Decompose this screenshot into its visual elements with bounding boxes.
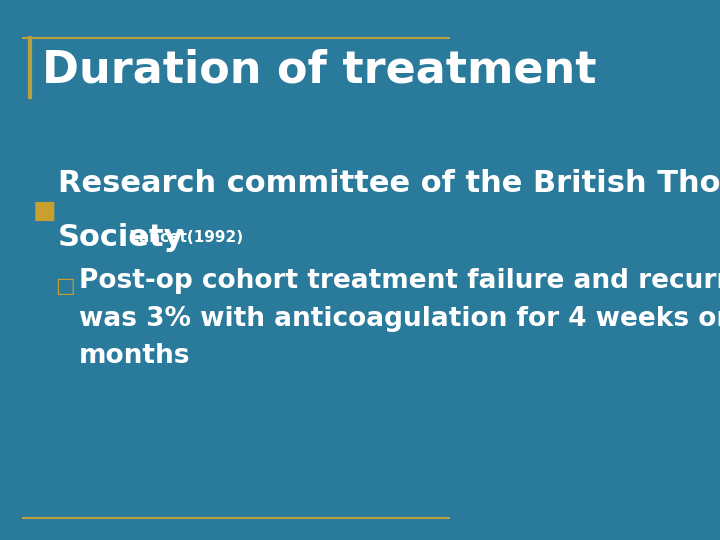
Text: Lancet(1992): Lancet(1992) [124, 230, 243, 245]
Text: months: months [78, 343, 190, 369]
Text: Duration of treatment: Duration of treatment [42, 49, 596, 92]
Text: ■: ■ [32, 199, 56, 222]
Text: Society: Society [58, 223, 184, 252]
Text: □: □ [55, 276, 76, 296]
Text: was 3% with anticoagulation for 4 weeks or 3: was 3% with anticoagulation for 4 weeks … [78, 306, 720, 332]
Text: Post-op cohort treatment failure and recurrence: Post-op cohort treatment failure and rec… [78, 268, 720, 294]
Text: Research committee of the British Thoracic: Research committee of the British Thorac… [58, 169, 720, 198]
